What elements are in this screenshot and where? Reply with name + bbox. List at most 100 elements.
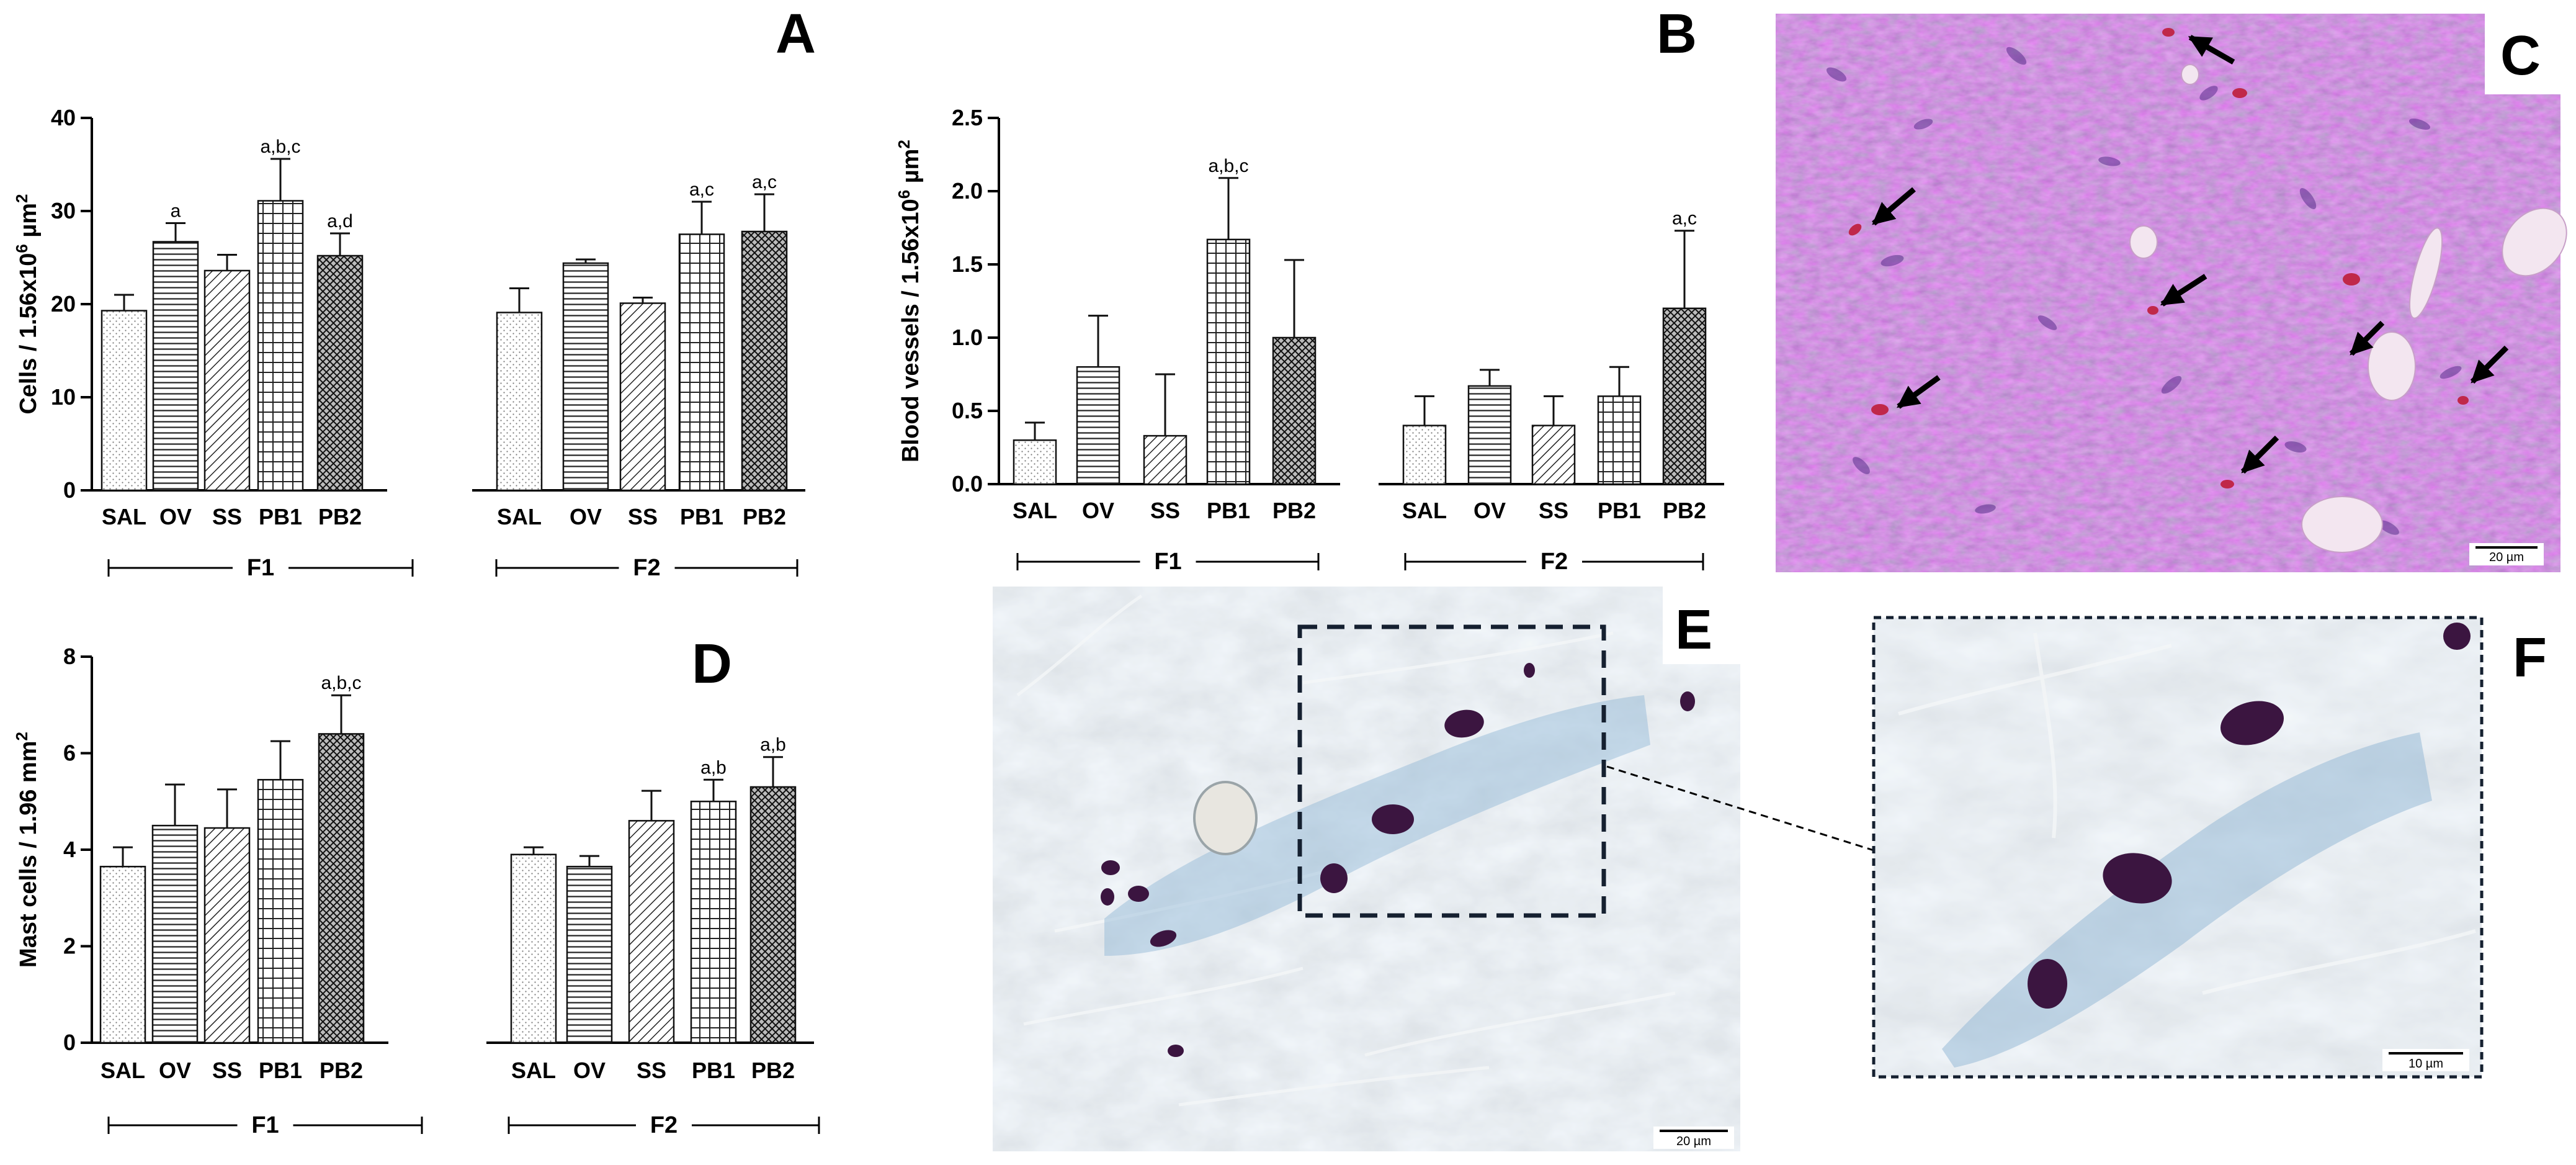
bar-b — [1597, 395, 1642, 485]
y-tick-label-b: 2.5 — [952, 105, 983, 130]
y-tick-label-d: 0 — [63, 1030, 76, 1055]
y-tick-label-d: 2 — [63, 933, 76, 959]
category-label-b: SAL — [1402, 498, 1447, 523]
category-label-a: PB1 — [259, 504, 302, 529]
y-tick-label-b: 1.0 — [952, 325, 983, 350]
bar-b — [1206, 238, 1251, 485]
vessel-arrows — [1872, 35, 2509, 474]
significance-label-a: a,d — [327, 211, 353, 232]
category-label-b: OV — [1082, 498, 1114, 523]
category-label-d: SAL — [511, 1058, 556, 1083]
bar-a — [741, 230, 788, 492]
y-axis-label-b: Blood vessels / 1.56x106 µm2 — [895, 140, 924, 462]
bar-d — [203, 827, 251, 1044]
group-label-bg-b — [1140, 546, 1196, 577]
y-tick-label-d: 8 — [63, 644, 76, 669]
inset-frame-f — [1872, 616, 2484, 1079]
panel-letter-box-c — [2485, 14, 2560, 94]
category-label-d: OV — [159, 1058, 191, 1083]
significance-label-a: a,c — [689, 179, 714, 200]
significance-label-a: a,b,c — [260, 137, 300, 157]
inset-region-box — [1297, 624, 1606, 918]
he-stain-texture — [1776, 14, 2560, 572]
bar-a — [316, 254, 364, 492]
category-label-d: SS — [637, 1058, 666, 1083]
y-tick-label-a: 20 — [51, 291, 76, 317]
category-label-b: SS — [1539, 498, 1568, 523]
y-tick-label-b: 0.5 — [952, 398, 983, 423]
group-label-b: F2 — [1541, 549, 1568, 575]
panel-letter-c: C — [2500, 25, 2541, 87]
bar-d — [510, 853, 557, 1044]
category-label-a: SS — [628, 504, 658, 529]
bar-b — [1662, 307, 1707, 485]
group-label-bg-d — [636, 1110, 692, 1141]
category-label-b: PB1 — [1598, 498, 1641, 523]
chart-a-plot: 0 10 20 30 40 Cells / 1.56x106 µm2 SAL a OV SS a,b… — [12, 105, 805, 583]
significance-label-d: a,b,c — [321, 673, 361, 693]
scale-bar-label-f: 10 µm — [2408, 1057, 2443, 1071]
y-tick-label-a: 30 — [51, 198, 76, 223]
vessel-cross-section — [1193, 781, 1258, 855]
micrograph-c: 20 µm C — [1776, 14, 2567, 572]
significance-label-a: a,c — [752, 172, 777, 192]
panel-letter-d: D — [692, 633, 732, 695]
bar-d — [566, 865, 613, 1044]
micrograph-e: 20 µm E — [993, 587, 1740, 1151]
scale-bar-label-c: 20 µm — [2489, 551, 2524, 564]
category-label-d: SAL — [101, 1058, 145, 1083]
y-tick-label-a: 0 — [63, 477, 76, 503]
bar-d — [690, 801, 737, 1044]
collagen-fibers — [1016, 594, 1676, 1107]
category-label-d: PB1 — [259, 1058, 302, 1083]
bar-a — [619, 302, 666, 492]
category-label-d: PB1 — [692, 1058, 735, 1083]
scale-bar-label-e: 20 µm — [1676, 1135, 1711, 1148]
bar-b — [1531, 425, 1576, 485]
y-tick-label-a: 40 — [51, 105, 76, 130]
category-label-a: SS — [212, 504, 242, 529]
y-tick-label-b: 2.0 — [952, 178, 983, 204]
group-label-a: F2 — [633, 555, 660, 581]
group-label-d: F2 — [650, 1112, 678, 1138]
category-label-d: PB2 — [320, 1058, 363, 1083]
group-label-a: F1 — [247, 555, 274, 581]
category-label-a: SAL — [497, 504, 542, 529]
bar-a — [562, 262, 609, 492]
significance-label-d: a,b — [760, 735, 786, 755]
chart-b: B 0.0 0.5 1.0 1.5 2.0 2.5 Blood vessels / 1.56… — [895, 3, 1724, 577]
panel-letter-b: B — [1657, 3, 1697, 65]
bar-d — [749, 786, 797, 1044]
category-label-b: OV — [1474, 498, 1506, 523]
category-label-b: PB2 — [1272, 498, 1316, 523]
red-blood-cells — [1848, 28, 2469, 488]
category-label-a: PB2 — [743, 504, 786, 529]
significance-label-b: a,c — [1672, 209, 1697, 229]
bar-b — [1143, 434, 1187, 485]
group-label-b: F1 — [1154, 549, 1181, 575]
y-axis-label-a: Cells / 1.56x106 µm2 — [12, 194, 42, 414]
category-label-d: PB2 — [751, 1058, 795, 1083]
category-label-a: SAL — [102, 504, 146, 529]
category-label-a: PB1 — [680, 504, 723, 529]
y-tick-label-d: 4 — [63, 837, 76, 862]
bar-b — [1467, 385, 1512, 485]
bar-a — [496, 312, 543, 492]
panel-letter-box-e — [1663, 587, 1740, 664]
group-label-bg-b — [1526, 546, 1582, 577]
panel-letter-f: F — [2513, 627, 2547, 689]
bar-a — [101, 310, 148, 492]
significance-label-d: a,b — [700, 757, 727, 778]
significance-label-b: a,b,c — [1208, 156, 1248, 176]
group-label-d: F1 — [251, 1112, 279, 1138]
bar-b — [1402, 425, 1447, 485]
category-label-a: PB2 — [318, 504, 362, 529]
panel-letter-a: A — [776, 3, 816, 65]
category-label-b: SS — [1150, 498, 1180, 523]
group-label-bg-a — [619, 552, 675, 583]
micrograph-f: 10 µm F — [1872, 616, 2547, 1079]
collagen-fibers-f — [1898, 632, 2476, 995]
bar-a — [257, 200, 304, 492]
significance-label-a: a — [171, 201, 181, 222]
